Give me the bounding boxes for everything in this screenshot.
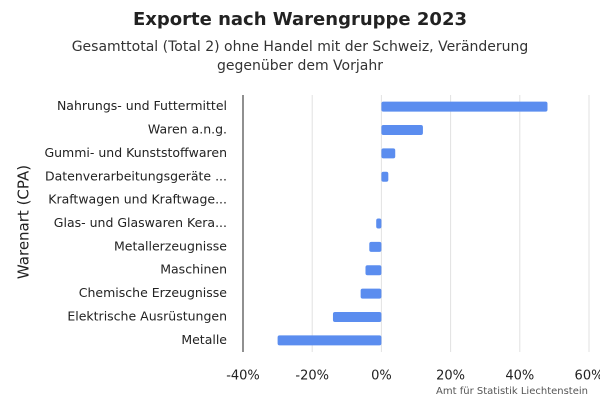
y-tick-label: Datenverarbeitungsgeräte ... xyxy=(45,168,227,183)
bar xyxy=(381,148,396,159)
y-tick-label: Chemische Erzeugnisse xyxy=(79,285,228,300)
source: Amt für Statistik Liechtenstein xyxy=(436,386,588,397)
y-tick-label: Gummi- und Kunststoffwaren xyxy=(44,145,227,160)
bar xyxy=(332,311,382,322)
bar xyxy=(369,241,382,252)
y-tick-label: Kraftwagen und Kraftwage... xyxy=(48,192,227,207)
bar xyxy=(365,265,382,276)
bar xyxy=(381,101,548,112)
x-tick-label: -40% xyxy=(226,369,260,384)
x-tick-label: 0% xyxy=(371,369,392,384)
x-tick-label: 40% xyxy=(505,369,534,384)
y-tick-label: Metalle xyxy=(181,332,227,347)
x-tick-label: -20% xyxy=(295,369,329,384)
subtitle-box: Gesamttotal (Total 2) ohne Handel mit de… xyxy=(71,39,529,74)
bar xyxy=(381,171,389,182)
chart-title: Exporte nach Warengruppe 2023 xyxy=(133,9,467,30)
x-tick-label: 20% xyxy=(436,369,465,384)
y-tick-label: Glas- und Glaswaren Kera... xyxy=(54,215,227,230)
y-tick-label: Metallerzeugnisse xyxy=(114,238,227,253)
y-axis-label: Warenart (CPA) xyxy=(15,165,33,279)
y-tick-label: Maschinen xyxy=(160,262,227,277)
y-tick-label: Nahrungs- und Futtermittel xyxy=(57,98,227,113)
y-tick-label: Waren a.n.g. xyxy=(148,122,227,137)
bar xyxy=(376,218,382,229)
bar xyxy=(360,288,382,299)
x-tick-label: 60% xyxy=(575,369,600,384)
y-tick-label: Elektrische Ausrüstungen xyxy=(67,308,227,323)
bar xyxy=(381,125,423,136)
bar xyxy=(277,335,382,346)
chart-subtitle: Gesamttotal (Total 2) ohne Handel mit de… xyxy=(71,39,529,74)
